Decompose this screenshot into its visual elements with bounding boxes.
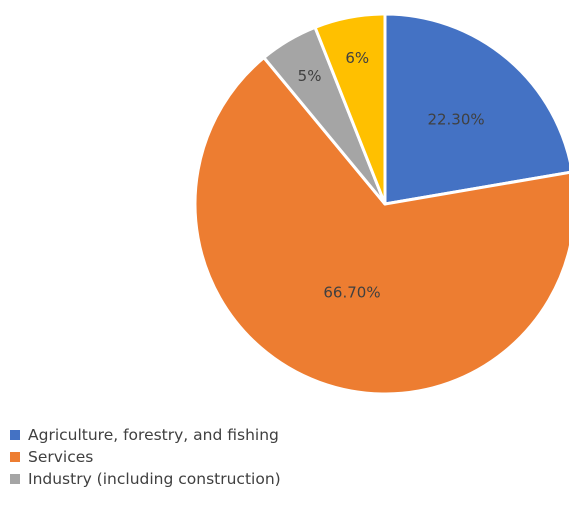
- pie-slice-0: [383, 12, 569, 206]
- pie-data-labels: 22.30% 66.70% 5% 6%: [298, 49, 485, 302]
- legend-swatch-services: [10, 452, 20, 462]
- legend-label-industry: Industry (including construction): [28, 470, 281, 488]
- chart-legend: Agriculture, forestry, and fishing Servi…: [10, 424, 550, 490]
- pie-data-label-1: 66.70%: [323, 284, 380, 302]
- legend-item-industry: Industry (including construction): [10, 468, 550, 490]
- pie-chart: 22.30% 66.70% 5% 6%: [193, 12, 569, 396]
- legend-item-services: Services: [10, 446, 550, 468]
- pie-data-label-2: 5%: [298, 67, 322, 85]
- pie-slice-3: [313, 12, 387, 206]
- legend-swatch-industry: [10, 474, 20, 484]
- legend-label-agriculture: Agriculture, forestry, and fishing: [28, 426, 279, 444]
- pie-data-label-3: 6%: [345, 49, 369, 67]
- legend-swatch-agriculture: [10, 430, 20, 440]
- pie-data-label-0: 22.30%: [427, 110, 484, 128]
- legend-label-services: Services: [28, 448, 94, 466]
- pie-slices: [193, 12, 569, 396]
- pie-slice-1: [193, 56, 569, 396]
- legend-item-agriculture: Agriculture, forestry, and fishing: [10, 424, 550, 446]
